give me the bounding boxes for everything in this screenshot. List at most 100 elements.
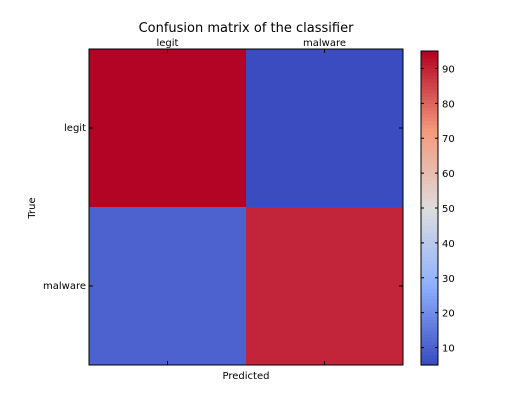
colorbar-band <box>421 288 438 293</box>
x-axis-label: Predicted <box>223 371 270 382</box>
colorbar-band <box>421 267 438 272</box>
colorbar-band <box>421 92 438 97</box>
colorbar-band <box>421 68 438 73</box>
colorbar-band <box>421 309 438 314</box>
colorbar-band <box>421 242 438 247</box>
colorbar-tick-label: 50 <box>442 204 455 215</box>
colorbar-band <box>421 249 438 254</box>
colorbar-band <box>421 347 438 352</box>
colorbar-band <box>421 180 438 185</box>
colorbar-band <box>421 138 438 143</box>
y-tick-label: malware <box>43 281 86 292</box>
heatmap-cell-legit-malware <box>246 49 403 207</box>
colorbar-band <box>421 141 438 146</box>
colorbar-band <box>421 134 438 139</box>
colorbar-band <box>421 256 438 261</box>
colorbar-band <box>421 253 438 258</box>
colorbar-band <box>421 295 438 300</box>
colorbar-band <box>421 166 438 171</box>
colorbar-tick-label: 90 <box>442 64 455 75</box>
chart-title: Confusion matrix of the classifier <box>139 21 355 36</box>
colorbar-band <box>421 316 438 321</box>
colorbar-band <box>421 124 438 129</box>
colorbar-band <box>421 194 438 199</box>
colorbar-tick-label: 40 <box>442 239 455 250</box>
x-tick-labels: legit malware <box>157 38 346 365</box>
colorbar-band <box>421 263 438 268</box>
colorbar-band <box>421 54 438 59</box>
colorbar-band <box>421 326 438 331</box>
colorbar-band <box>421 159 438 164</box>
colorbar-band <box>421 232 438 237</box>
colorbar-band <box>421 302 438 307</box>
colorbar-band <box>421 155 438 160</box>
x-tick-label: legit <box>157 38 179 49</box>
colorbar-band <box>421 57 438 63</box>
colorbar-band <box>421 187 438 192</box>
heatmap-cell-malware-legit <box>89 207 246 365</box>
heatmap-cell-legit-legit <box>89 49 246 207</box>
colorbar-band <box>421 323 438 328</box>
colorbar-tick-label: 80 <box>442 99 455 110</box>
colorbar-band <box>421 75 438 80</box>
colorbar-band <box>421 337 438 342</box>
colorbar-band <box>421 291 438 296</box>
colorbar: 10 20 30 40 50 60 70 80 90 <box>420 50 455 366</box>
colorbar-band <box>421 169 438 174</box>
colorbar-band <box>421 127 438 132</box>
colorbar-band <box>421 221 438 227</box>
colorbar-band <box>421 344 438 349</box>
colorbar-band <box>421 312 438 317</box>
colorbar-band <box>421 71 438 77</box>
colorbar-band <box>421 281 438 286</box>
colorbar-band <box>421 235 438 240</box>
colorbar-ticks: 10 20 30 40 50 60 70 80 90 <box>421 64 455 355</box>
colorbar-band <box>421 246 438 251</box>
colorbar-band <box>421 330 438 335</box>
colorbar-band <box>421 113 438 118</box>
colorbar-band <box>421 78 438 83</box>
colorbar-band <box>421 110 438 115</box>
colorbar-band <box>421 358 438 363</box>
colorbar-band <box>421 239 438 244</box>
colorbar-band <box>421 274 438 279</box>
plot-frame <box>88 48 404 366</box>
colorbar-band <box>421 85 438 90</box>
colorbar-band <box>421 176 438 181</box>
colorbar-gradient <box>421 51 438 366</box>
colorbar-band <box>421 61 438 66</box>
y-axis-label: True <box>27 197 38 219</box>
heatmap-cells <box>89 49 403 365</box>
colorbar-band <box>421 361 438 366</box>
colorbar-band <box>421 298 438 303</box>
colorbar-band <box>421 99 438 104</box>
colorbar-band <box>421 218 438 223</box>
colorbar-band <box>421 190 438 195</box>
colorbar-band <box>421 204 438 209</box>
colorbar-band <box>421 214 438 220</box>
colorbar-band <box>421 211 438 216</box>
colorbar-tick-label: 10 <box>442 344 455 355</box>
colorbar-band <box>421 106 438 111</box>
colorbar-band <box>421 340 438 345</box>
colorbar-band <box>421 173 438 178</box>
colorbar-band <box>421 96 438 101</box>
colorbar-tick-label: 70 <box>442 134 455 145</box>
colorbar-band <box>421 131 438 136</box>
colorbar-band <box>421 152 438 157</box>
colorbar-band <box>421 277 438 282</box>
colorbar-band <box>421 270 438 275</box>
colorbar-band <box>421 351 438 356</box>
colorbar-band <box>421 148 438 153</box>
colorbar-band <box>421 260 438 265</box>
x-tick-label: malware <box>303 38 346 49</box>
colorbar-tick-label: 20 <box>442 309 455 320</box>
colorbar-band <box>421 208 438 213</box>
colorbar-band <box>421 225 438 230</box>
colorbar-band <box>421 228 438 234</box>
colorbar-band <box>421 197 438 202</box>
colorbar-band <box>421 284 438 289</box>
colorbar-band <box>421 333 438 338</box>
colorbar-band <box>421 162 438 167</box>
